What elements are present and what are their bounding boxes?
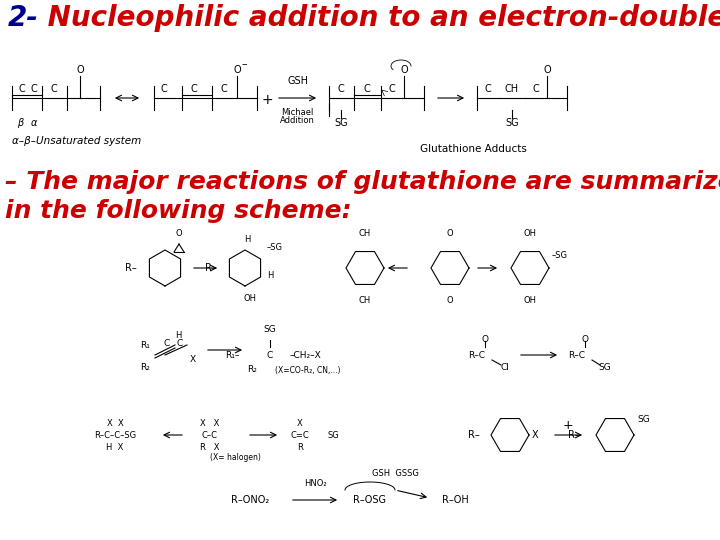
Text: C: C xyxy=(191,84,197,94)
Text: SG: SG xyxy=(334,118,348,128)
Text: X: X xyxy=(297,418,303,428)
Text: X: X xyxy=(190,355,196,364)
Text: C: C xyxy=(267,350,273,360)
Text: R–C: R–C xyxy=(568,350,585,360)
Text: –CH₂–X: –CH₂–X xyxy=(290,350,322,360)
Text: R–: R– xyxy=(205,263,217,273)
Text: –SG: –SG xyxy=(552,252,568,260)
Text: C: C xyxy=(338,84,344,94)
Text: R   X: R X xyxy=(200,442,220,451)
Text: C: C xyxy=(50,84,58,94)
Text: R₁–: R₁– xyxy=(225,350,240,360)
Text: C: C xyxy=(161,84,167,94)
Text: OH: OH xyxy=(243,294,256,303)
Text: R: R xyxy=(297,442,303,451)
Text: X  X: X X xyxy=(107,418,123,428)
Text: R–OSG: R–OSG xyxy=(354,495,387,505)
Text: O: O xyxy=(446,296,454,305)
Text: CH: CH xyxy=(505,84,519,94)
Text: SG: SG xyxy=(598,362,611,372)
Text: Cl: Cl xyxy=(500,362,510,372)
Text: C: C xyxy=(220,84,228,94)
Text: O: O xyxy=(482,335,488,345)
Text: –: – xyxy=(241,59,247,69)
Text: α–β–Unsaturated system: α–β–Unsaturated system xyxy=(12,136,141,146)
Text: R₂: R₂ xyxy=(140,362,150,372)
Text: C: C xyxy=(364,84,370,94)
Text: R₁: R₁ xyxy=(140,341,150,349)
Text: 2-: 2- xyxy=(8,4,39,32)
Text: H  X: H X xyxy=(107,442,124,451)
Text: O: O xyxy=(76,65,84,75)
Text: SG: SG xyxy=(264,326,276,334)
Text: R–C–C–SG: R–C–C–SG xyxy=(94,430,136,440)
Text: – The major reactions of glutathione are summarized
in the following scheme:: – The major reactions of glutathione are… xyxy=(5,170,720,222)
Text: C: C xyxy=(389,84,395,94)
Text: α: α xyxy=(31,118,37,128)
Text: –SG: –SG xyxy=(267,244,283,253)
Text: SG: SG xyxy=(637,415,649,424)
Text: OH: OH xyxy=(523,229,536,238)
Text: Addition: Addition xyxy=(280,116,315,125)
Text: SG: SG xyxy=(505,118,519,128)
Text: C: C xyxy=(177,339,183,348)
Text: C–C: C–C xyxy=(202,430,218,440)
Text: Glutathione Adducts: Glutathione Adducts xyxy=(420,144,527,154)
Text: (X=CO-R₂, CN,...): (X=CO-R₂, CN,...) xyxy=(275,366,341,375)
Text: (X= halogen): (X= halogen) xyxy=(210,453,261,462)
Text: H: H xyxy=(244,235,250,245)
Text: H: H xyxy=(175,330,181,340)
Text: R–OH: R–OH xyxy=(441,495,469,505)
Text: O: O xyxy=(400,65,408,75)
Text: C: C xyxy=(31,84,37,94)
Text: X   X: X X xyxy=(200,418,220,428)
Text: R–ONO₂: R–ONO₂ xyxy=(231,495,269,505)
Text: C: C xyxy=(485,84,491,94)
Text: O: O xyxy=(446,229,454,238)
Text: β: β xyxy=(17,118,23,128)
Text: Nucleophilic addition to an electron-double bond.: Nucleophilic addition to an electron-dou… xyxy=(38,4,720,32)
Text: O: O xyxy=(543,65,551,75)
Text: SG: SG xyxy=(328,430,340,440)
Text: R–: R– xyxy=(125,263,137,273)
Text: C: C xyxy=(533,84,539,94)
Text: R–: R– xyxy=(568,430,580,440)
Text: C=C: C=C xyxy=(291,430,310,440)
Text: GSH  GSSG: GSH GSSG xyxy=(372,469,418,478)
Text: +: + xyxy=(563,419,573,432)
Text: H: H xyxy=(267,272,274,280)
Text: X: X xyxy=(532,430,539,440)
Text: R–C: R–C xyxy=(468,350,485,360)
Text: OH: OH xyxy=(523,296,536,305)
Text: HNO₂: HNO₂ xyxy=(304,479,326,488)
Text: CH: CH xyxy=(359,296,371,305)
Text: CH: CH xyxy=(359,229,371,238)
Text: GSH: GSH xyxy=(287,76,308,86)
Text: O: O xyxy=(176,229,182,238)
Text: R₂: R₂ xyxy=(247,366,257,375)
Text: R–: R– xyxy=(468,430,480,440)
Text: C: C xyxy=(19,84,25,94)
Text: O: O xyxy=(233,65,240,75)
Text: O: O xyxy=(582,335,588,345)
Text: Michael: Michael xyxy=(282,108,314,117)
Text: C: C xyxy=(164,339,170,348)
Text: +: + xyxy=(261,93,273,107)
